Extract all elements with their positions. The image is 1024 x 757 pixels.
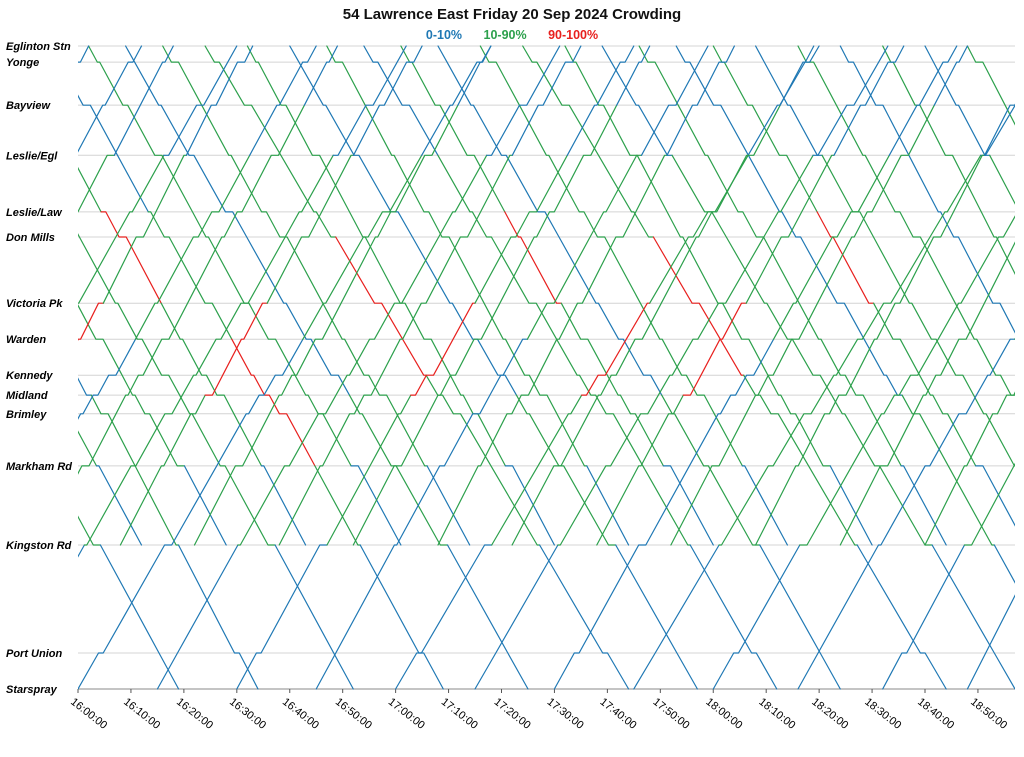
x-tick-label: 16:50:00 xyxy=(333,696,374,732)
x-tick-label: 18:50:00 xyxy=(968,696,1009,732)
station-label: Warden xyxy=(6,334,46,346)
x-tick-label: 18:00:00 xyxy=(703,696,744,732)
x-tick-label: 17:40:00 xyxy=(598,696,639,732)
x-tick-label: 16:40:00 xyxy=(280,696,321,732)
x-tick-label: 17:30:00 xyxy=(545,696,586,732)
x-tick-label: 16:30:00 xyxy=(227,696,268,732)
chart-legend: 0-10% 10-90% 90-100% xyxy=(0,28,1024,42)
legend-item-90-100: 90-100% xyxy=(548,28,599,42)
x-tick-label: 16:10:00 xyxy=(121,696,162,732)
x-tick-label: 18:20:00 xyxy=(809,696,850,732)
x-tick-label: 16:20:00 xyxy=(174,696,215,732)
x-tick-label: 17:10:00 xyxy=(439,696,480,732)
x-tick-label: 16:00:00 xyxy=(68,696,109,732)
x-tick-label: 18:10:00 xyxy=(756,696,797,732)
x-tick-label: 17:20:00 xyxy=(492,696,533,732)
trip-lines-layer xyxy=(78,45,1015,690)
station-label: Starspray xyxy=(6,684,58,696)
chart-title: 54 Lawrence East Friday 20 Sep 2024 Crow… xyxy=(342,6,682,23)
station-label: Leslie/Law xyxy=(6,207,63,219)
station-label: Kingston Rd xyxy=(6,540,72,552)
x-tick-label: 17:00:00 xyxy=(386,696,427,732)
station-label: Port Union xyxy=(6,648,62,660)
legend-item-10-90: 10-90% xyxy=(483,28,527,42)
station-label: Brimley xyxy=(6,409,47,421)
station-label: Kennedy xyxy=(6,370,53,382)
x-tick-label: 18:30:00 xyxy=(862,696,903,732)
station-label: Bayview xyxy=(6,100,51,112)
station-label: Markham Rd xyxy=(6,461,72,473)
legend-item-0-10: 0-10% xyxy=(425,28,463,42)
station-label: Yonge xyxy=(6,57,39,69)
station-label: Leslie/Egl xyxy=(6,150,58,162)
station-label: Don Mills xyxy=(6,232,55,244)
station-label: Midland xyxy=(6,390,48,402)
station-label: Victoria Pk xyxy=(6,298,63,310)
x-tick-label: 17:50:00 xyxy=(650,696,691,732)
station-label: Eglinton Stn xyxy=(6,41,71,53)
x-tick-label: 18:40:00 xyxy=(915,696,956,732)
